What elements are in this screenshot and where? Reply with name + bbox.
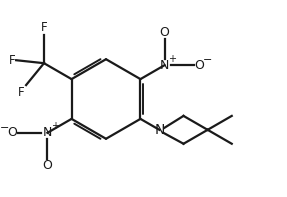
Text: F: F: [9, 54, 15, 67]
Text: +: +: [168, 54, 176, 64]
Text: O: O: [160, 26, 170, 39]
Text: F: F: [41, 21, 47, 34]
Text: O: O: [194, 59, 204, 72]
Text: O: O: [8, 126, 18, 139]
Text: +: +: [51, 121, 59, 131]
Text: F: F: [18, 86, 24, 99]
Text: N: N: [43, 126, 52, 139]
Text: −: −: [0, 123, 9, 133]
Text: O: O: [42, 159, 52, 172]
Text: N: N: [154, 123, 164, 137]
Text: N: N: [160, 59, 169, 72]
Text: −: −: [203, 55, 212, 65]
